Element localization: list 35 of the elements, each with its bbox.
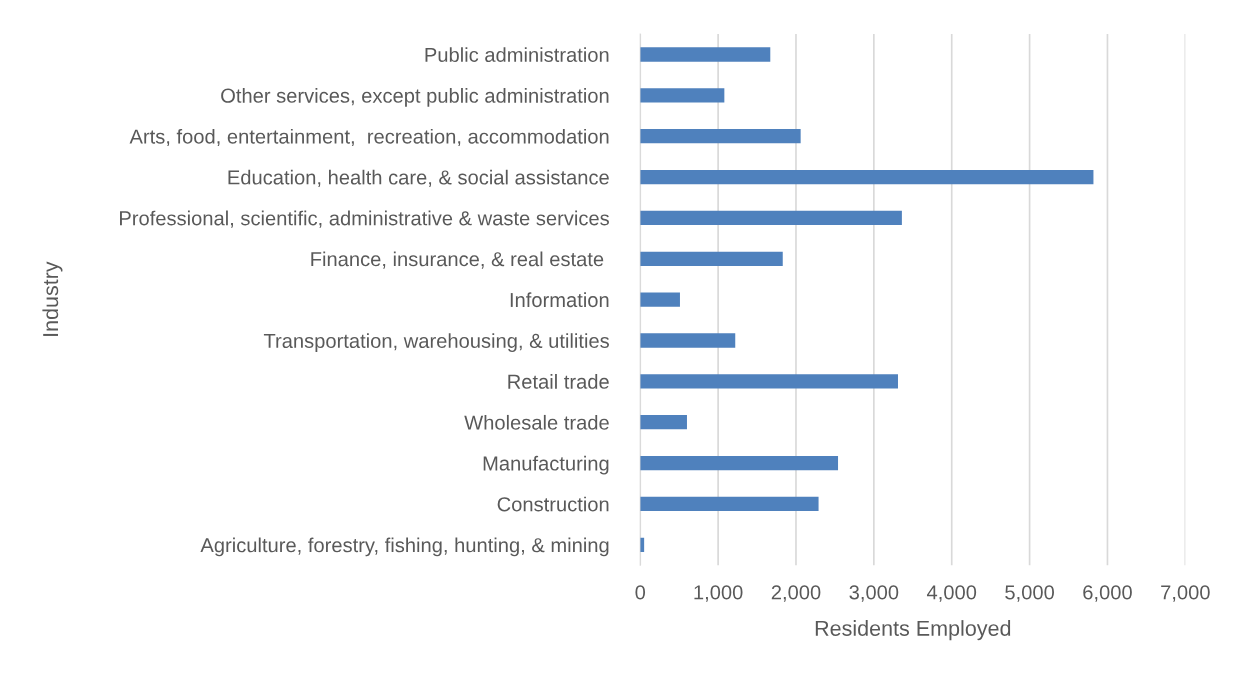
y-tick-label: Retail trade (508, 374, 609, 389)
y-tick-label: Education, health care, & social assistance (228, 169, 609, 187)
x-tick-label: 4,000 (926, 585, 977, 602)
bar (640, 292, 680, 307)
y-tick-label: Finance, insurance, & real estate (311, 251, 604, 269)
y-tick-label: Arts, food, entertainment, recreation, accommodation (129, 128, 609, 147)
bar (640, 88, 725, 103)
bar (640, 47, 771, 62)
bar (640, 496, 819, 512)
y-tick-label: Agriculture, forestry, fishing, hunting, & mining (200, 537, 609, 557)
x-tick-label: 6,000 (1083, 585, 1132, 602)
y-tick-label: Information (510, 292, 609, 308)
x-tick-label: 1,000 (694, 585, 743, 602)
bar (640, 210, 902, 226)
y-tick-label: Manufacturing (483, 455, 609, 475)
y-tick-label: Public administration (425, 47, 609, 62)
y-tick-label: Construction (497, 496, 609, 512)
bar (640, 374, 898, 389)
x-tick-label: 2,000 (771, 585, 821, 602)
bar (640, 169, 1094, 185)
bar (640, 251, 783, 266)
x-tick-label: 3,000 (849, 585, 899, 602)
y-tick-label: Professional, scientific, administrative & waste services (120, 210, 609, 228)
bar (640, 455, 839, 471)
bar (640, 333, 736, 348)
x-tick-label: 7,000 (1161, 585, 1210, 602)
bar (640, 415, 687, 430)
y-axis-title: Industry (42, 261, 63, 336)
y-tick-label: Wholesale trade (464, 414, 609, 430)
x-axis-title: Residents Employed (815, 620, 1011, 641)
y-tick-label: Other services, except public administration (221, 88, 609, 107)
y-tick-label: Transportation, warehousing, & utilities (263, 333, 609, 352)
x-tick-label: 0 (635, 585, 646, 600)
bar (640, 129, 801, 144)
x-tick-label: 5,000 (1005, 585, 1054, 602)
